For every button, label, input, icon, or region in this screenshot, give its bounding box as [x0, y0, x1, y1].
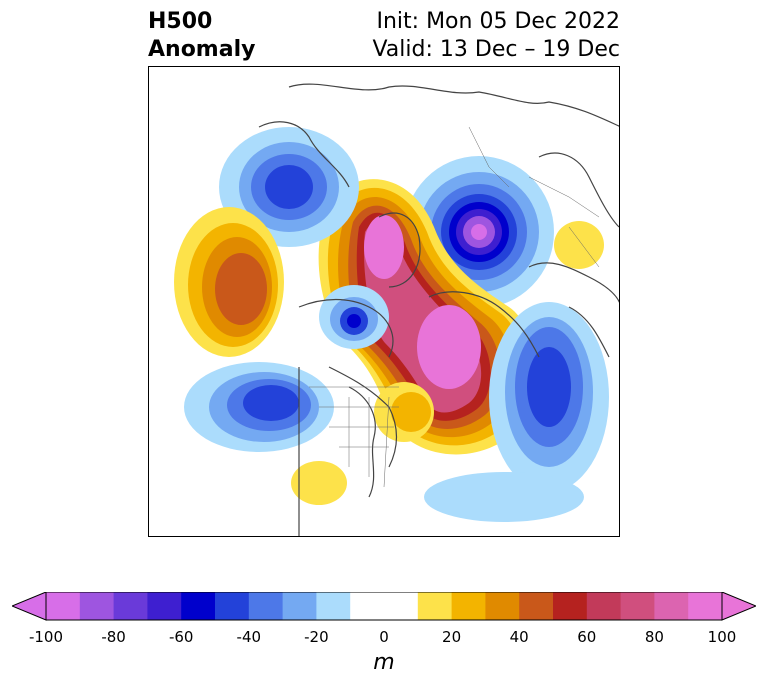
colorbar-band	[417, 592, 453, 620]
colorbar-tick-label: -60	[168, 628, 194, 646]
colorbar-band	[451, 592, 486, 620]
colorbar-band	[215, 592, 250, 620]
forecast-dates: Init: Mon 05 Dec 2022 Valid: 13 Dec – 19…	[372, 8, 620, 64]
colorbar-bands	[46, 592, 723, 620]
colorbar-band	[147, 592, 182, 620]
anomaly-southwest-us	[291, 461, 347, 505]
colorbar-low-arrow	[12, 592, 47, 621]
anomaly-map	[148, 66, 620, 537]
colorbar-band	[519, 592, 554, 620]
colorbar-tick-label: 100	[707, 628, 737, 646]
colorbar-band	[113, 592, 148, 620]
anomaly-central-asia	[489, 302, 609, 492]
title-line-2: Anomaly	[148, 37, 256, 62]
colorbar-tick-label: 60	[577, 628, 597, 646]
valid-range: Valid: 13 Dec – 19 Dec	[372, 37, 620, 62]
init-date: Init: Mon 05 Dec 2022	[376, 9, 621, 34]
anomaly-east-north-america	[184, 362, 334, 452]
colorbar-band	[553, 592, 588, 620]
title-line-1: H500	[148, 9, 213, 34]
colorbar-outline	[45, 592, 723, 621]
colorbar-band	[79, 592, 115, 620]
colorbar-band	[181, 592, 216, 620]
colorbar-tick-label: 80	[644, 628, 664, 646]
colorbar-band	[350, 592, 385, 620]
anomaly-southeast-asia	[554, 221, 604, 269]
colorbar-band	[654, 592, 689, 620]
colorbar-band	[485, 592, 520, 620]
colorbar-tick-label: -80	[101, 628, 126, 646]
colorbar-tick-label: 0	[379, 628, 389, 646]
anomaly-bering	[374, 382, 434, 442]
colorbar-band	[620, 592, 655, 620]
coastlines	[258, 83, 619, 536]
anomaly-arctic-positive	[318, 179, 534, 455]
colorbar	[12, 592, 756, 621]
colorbar-band	[248, 592, 284, 620]
anomaly-hudson-bay	[319, 285, 389, 349]
colorbar-band	[316, 592, 351, 620]
colorbar-band	[282, 592, 317, 620]
map-title: H500 Anomaly	[148, 8, 255, 64]
borders	[309, 126, 600, 488]
anomaly-north-atlantic-positive	[174, 207, 284, 357]
colorbar-tick-label: -40	[236, 628, 262, 646]
anomaly-map-graphic	[174, 83, 619, 536]
colorbar-band	[586, 592, 622, 620]
colorbar-unit: m	[373, 650, 395, 675]
colorbar-tick-label: -100	[28, 628, 64, 646]
colorbar-band	[384, 592, 419, 620]
colorbar-high-arrow	[721, 592, 756, 621]
colorbar-tick-label: -20	[304, 628, 329, 646]
colorbar-band	[688, 592, 723, 620]
anomaly-north-pacific	[424, 472, 584, 522]
colorbar-tick-label: 20	[442, 628, 462, 646]
colorbar-tick-label: 40	[509, 628, 529, 646]
colorbar-band	[46, 592, 81, 620]
